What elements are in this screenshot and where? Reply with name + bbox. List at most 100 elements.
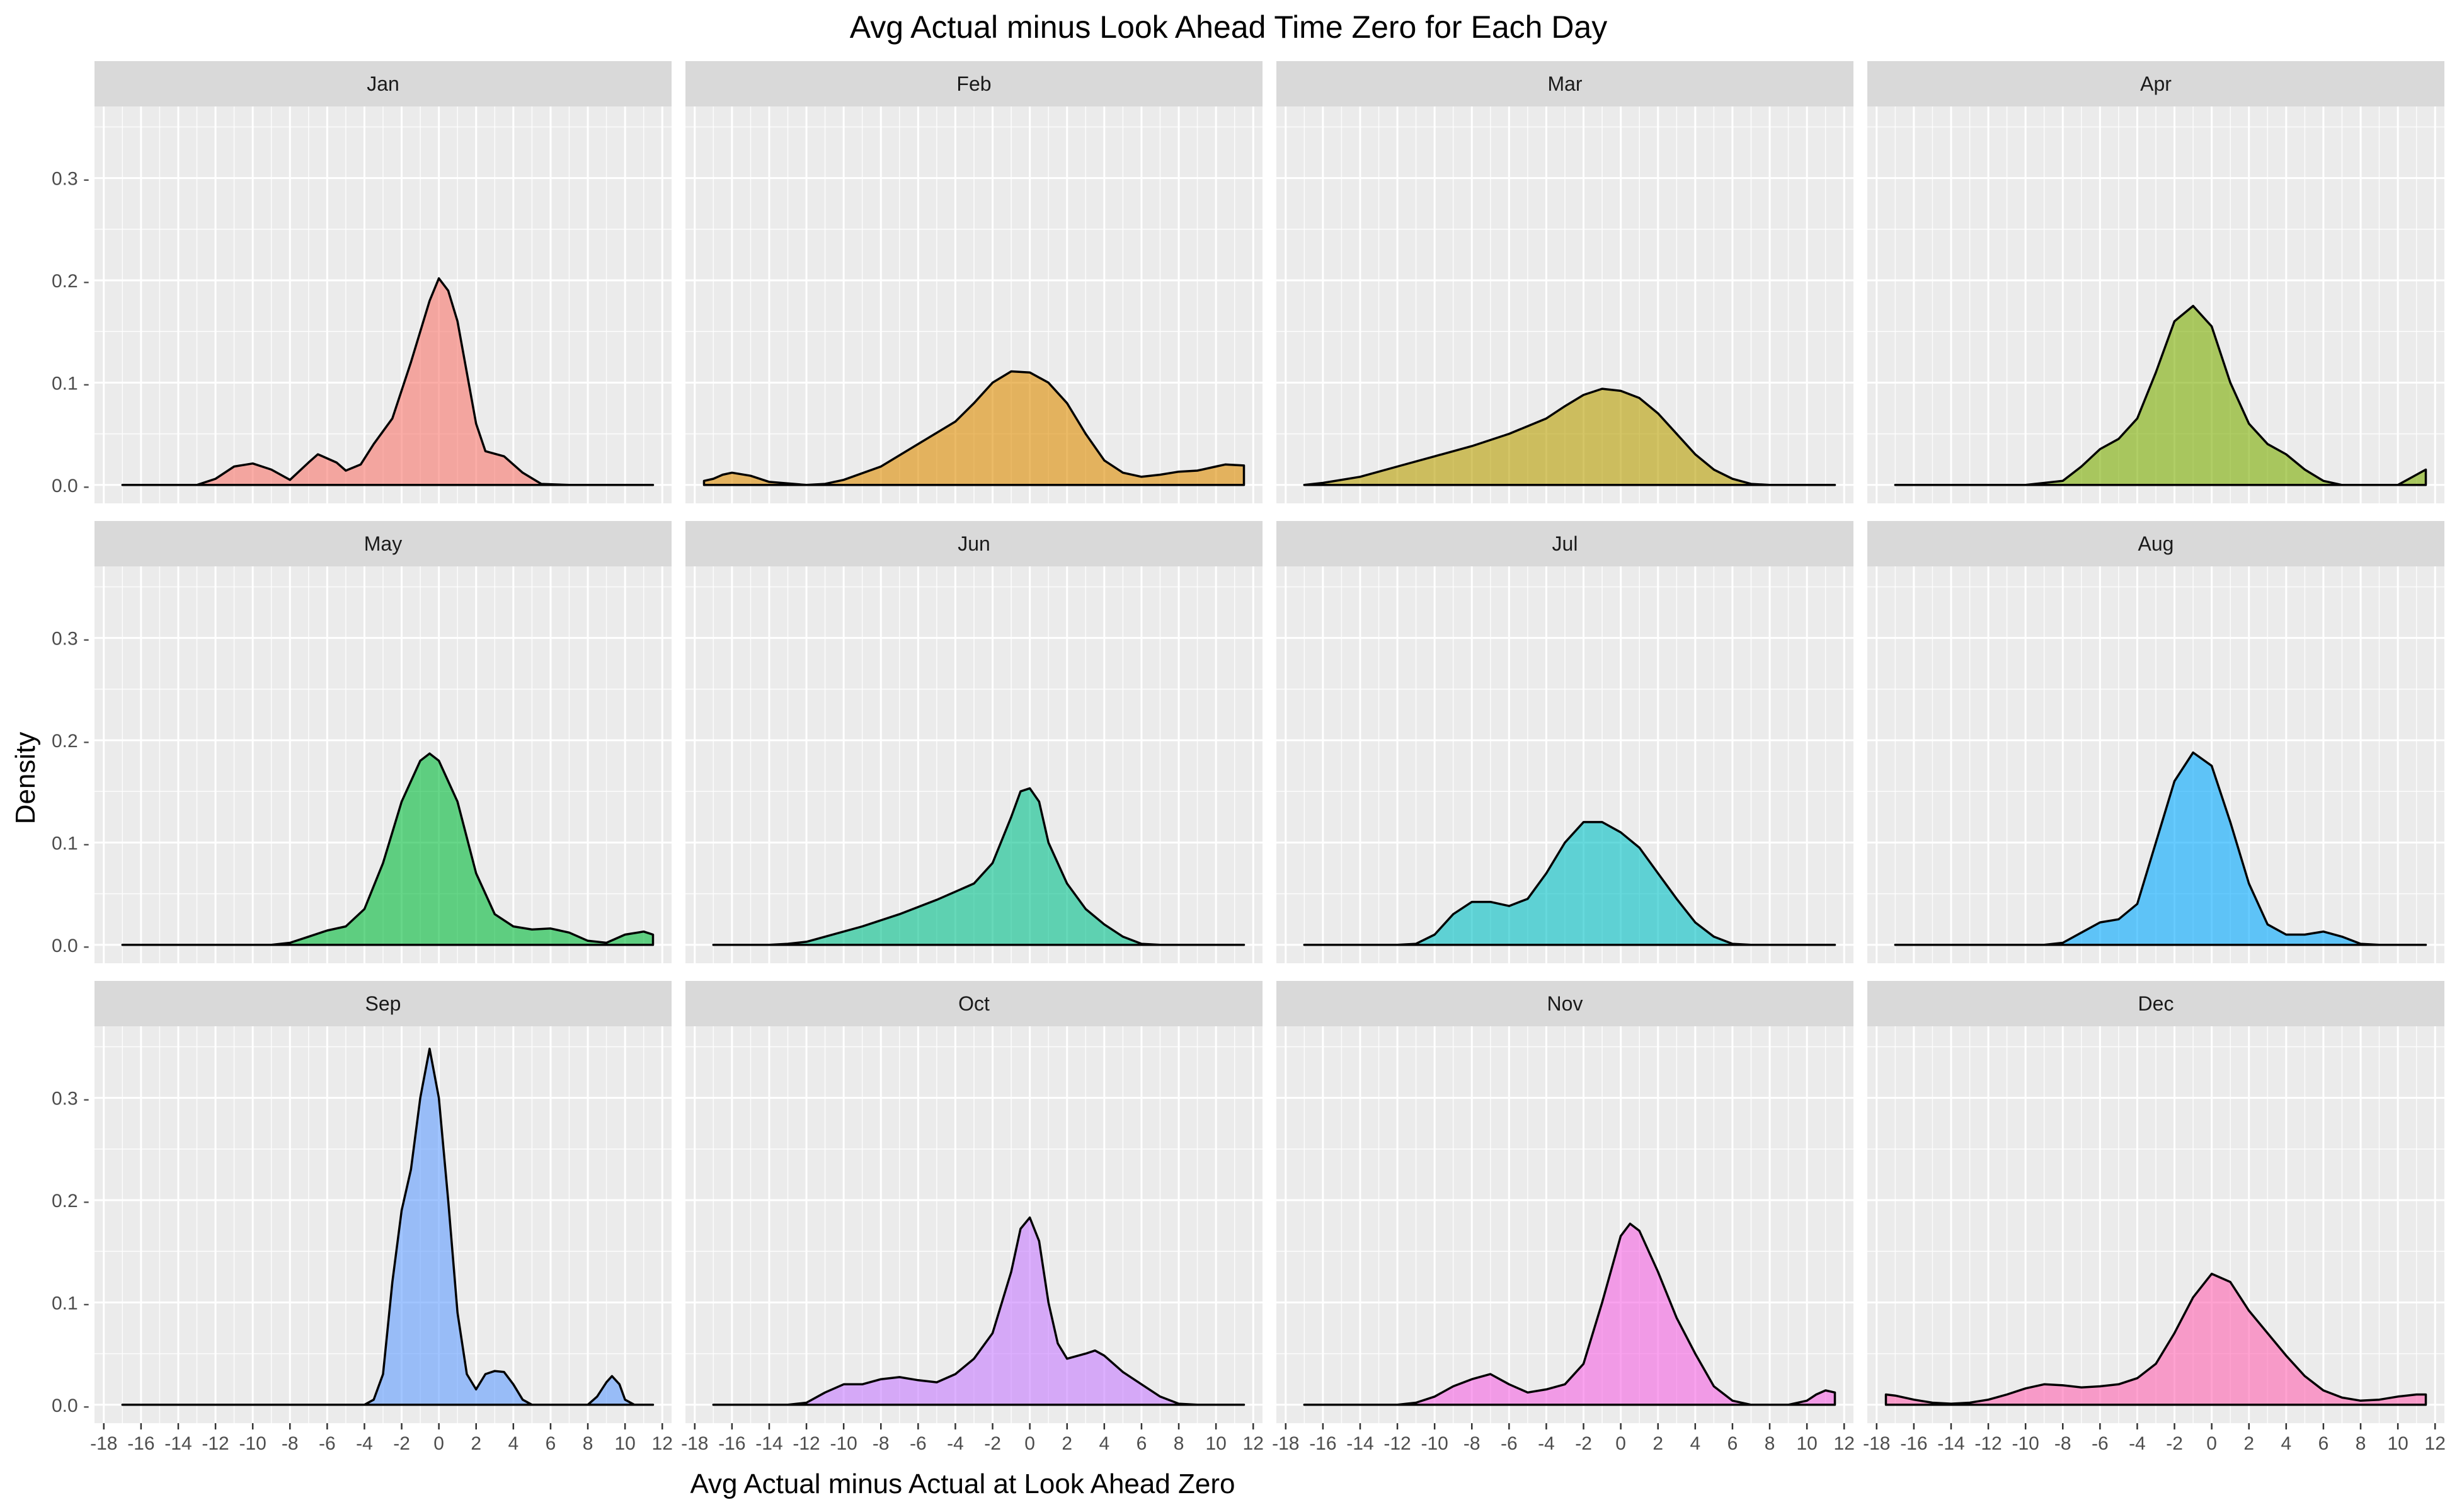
x-tick-label: 12	[1243, 1433, 1264, 1454]
y-tick-label: 0.0 -	[52, 476, 89, 496]
x-tick-label: 8	[2356, 1433, 2366, 1454]
x-tick-label: 6	[1137, 1433, 1147, 1454]
x-tick-label: -6	[1501, 1433, 1518, 1454]
x-tick-label: -16	[1309, 1433, 1336, 1454]
facet-strip-label: Jan	[367, 72, 399, 95]
x-tick-label: -12	[793, 1433, 820, 1454]
facet-strip	[94, 521, 672, 566]
x-tick-label: 12	[2425, 1433, 2446, 1454]
facet-feb: Feb	[685, 61, 1263, 503]
facet-strip-label: Jun	[958, 532, 990, 555]
density-area-aug	[1894, 751, 2427, 946]
x-tick-label: -18	[1272, 1433, 1299, 1454]
x-tick-label: -12	[202, 1433, 229, 1454]
x-tick-label: -8	[873, 1433, 890, 1454]
y-tick-label: 0.3 -	[52, 169, 89, 190]
x-tick-label: 0	[1615, 1433, 1626, 1454]
density-area-oct	[712, 1216, 1246, 1406]
x-tick-label: -2	[1575, 1433, 1592, 1454]
x-tick-label: -10	[239, 1433, 266, 1454]
facet-may: May 0.0 - 0.1 - 0.2 - 0.3 -	[52, 521, 672, 963]
facet-strip	[685, 61, 1263, 106]
x-tick-label: -2	[393, 1433, 410, 1454]
y-tick-label: 0.2 -	[52, 731, 89, 752]
x-tick-label: 4	[1099, 1433, 1109, 1454]
facet-strip-label: Nov	[1547, 992, 1583, 1015]
x-tick-label: 8	[1174, 1433, 1184, 1454]
x-tick-label: 6	[1727, 1433, 1738, 1454]
facet-strip	[1867, 981, 2444, 1026]
x-tick-label: 4	[2281, 1433, 2291, 1454]
x-tick-label: -6	[910, 1433, 927, 1454]
y-tick-label: 0.1 -	[52, 833, 89, 854]
x-tick-label: -6	[2092, 1433, 2109, 1454]
y-tick-label: 0.0 -	[52, 1395, 89, 1416]
x-tick-label: -4	[356, 1433, 373, 1454]
x-tick-label: 10	[1205, 1433, 1226, 1454]
density-area-feb	[702, 370, 1246, 486]
facet-strip	[94, 981, 672, 1026]
x-tick-label: -12	[1383, 1433, 1411, 1454]
facet-nov: Nov -18 -16 -14 -12 -10 -8 -6 -4 -2 0 2 4 6 8 10 12	[1272, 981, 1855, 1454]
facet-strip	[685, 521, 1263, 566]
x-tick-label: 4	[1690, 1433, 1700, 1454]
x-tick-label: 10	[614, 1433, 635, 1454]
facet-strip-label: Sep	[365, 992, 401, 1015]
facet-strip-label: May	[364, 532, 402, 555]
x-tick-label: -14	[1346, 1433, 1373, 1454]
facet-sep: Sep 0.0 - 0.1 - 0.2 - 0.3 - -18 -16 -14 -12 -10 -8…	[52, 981, 673, 1454]
density-area-may	[121, 752, 655, 946]
x-tick-label: -8	[2054, 1433, 2071, 1454]
x-tick-label: 6	[2318, 1433, 2329, 1454]
x-tick-label: -4	[947, 1433, 964, 1454]
density-area-jan	[121, 277, 655, 486]
facet-strip-label: Apr	[2140, 72, 2172, 95]
chart-title: Avg Actual minus Look Ahead Time Zero fo…	[850, 9, 1608, 45]
x-tick-label: -18	[90, 1433, 117, 1454]
density-area-jul	[1303, 821, 1836, 946]
x-tick-label: -4	[2129, 1433, 2146, 1454]
density-area-mar	[1303, 387, 1836, 486]
y-tick-label: 0.3 -	[52, 1089, 89, 1109]
x-tick-label: 0	[1024, 1433, 1035, 1454]
x-tick-label: 12	[652, 1433, 673, 1454]
facet-jan: Jan 0.0 - 0.1 - 0.2 - 0.3 -	[52, 61, 672, 503]
facet-mar: Mar	[1276, 61, 1853, 503]
x-tick-label: 8	[1765, 1433, 1775, 1454]
facet-strip-label: Feb	[956, 72, 991, 95]
facet-strip	[1276, 61, 1853, 106]
facet-strip-label: Oct	[958, 992, 990, 1015]
facet-dec: Dec -18 -16 -14 -12 -10 -8 -6 -4 -2 0 2 4 6 8 10 12	[1863, 981, 2446, 1454]
facet-panels: Jan 0.0 - 0.1 - 0.2 - 0.3 - Feb Mar Apr May 0.0 -…	[52, 61, 2446, 1454]
facet-strip	[94, 61, 672, 106]
x-tick-label: -18	[1863, 1433, 1890, 1454]
x-tick-label: 10	[1796, 1433, 1817, 1454]
facet-strip	[685, 981, 1263, 1026]
x-tick-label: 12	[1834, 1433, 1855, 1454]
density-area-nov	[1303, 1222, 1836, 1406]
y-tick-label: 0.2 -	[52, 1191, 89, 1211]
density-area-sep	[121, 1047, 655, 1406]
y-tick-label: 0.2 -	[52, 271, 89, 292]
x-tick-label: -6	[319, 1433, 336, 1454]
x-tick-label: 6	[546, 1433, 556, 1454]
facet-strip	[1867, 521, 2444, 566]
x-tick-label: -14	[1937, 1433, 1964, 1454]
facet-aug: Aug	[1867, 521, 2444, 963]
facet-strip	[1867, 61, 2444, 106]
x-tick-label: -14	[755, 1433, 782, 1454]
x-tick-label: 8	[583, 1433, 593, 1454]
x-tick-label: 10	[2387, 1433, 2408, 1454]
y-tick-label: 0.1 -	[52, 373, 89, 394]
density-area-dec	[1884, 1273, 2427, 1406]
x-tick-label: 2	[1652, 1433, 1663, 1454]
density-area-apr	[1894, 304, 2427, 486]
x-tick-label: -18	[681, 1433, 708, 1454]
x-tick-label: -2	[984, 1433, 1001, 1454]
x-tick-label: -8	[282, 1433, 299, 1454]
density-area-jun	[712, 787, 1246, 946]
facet-oct: Oct -18 -16 -14 -12 -10 -8 -6 -4 -2 0 2 4 6 8 10 12	[681, 981, 1264, 1454]
facet-jun: Jun	[685, 521, 1263, 963]
y-axis-title: Density	[10, 732, 41, 825]
x-tick-label: -10	[830, 1433, 857, 1454]
